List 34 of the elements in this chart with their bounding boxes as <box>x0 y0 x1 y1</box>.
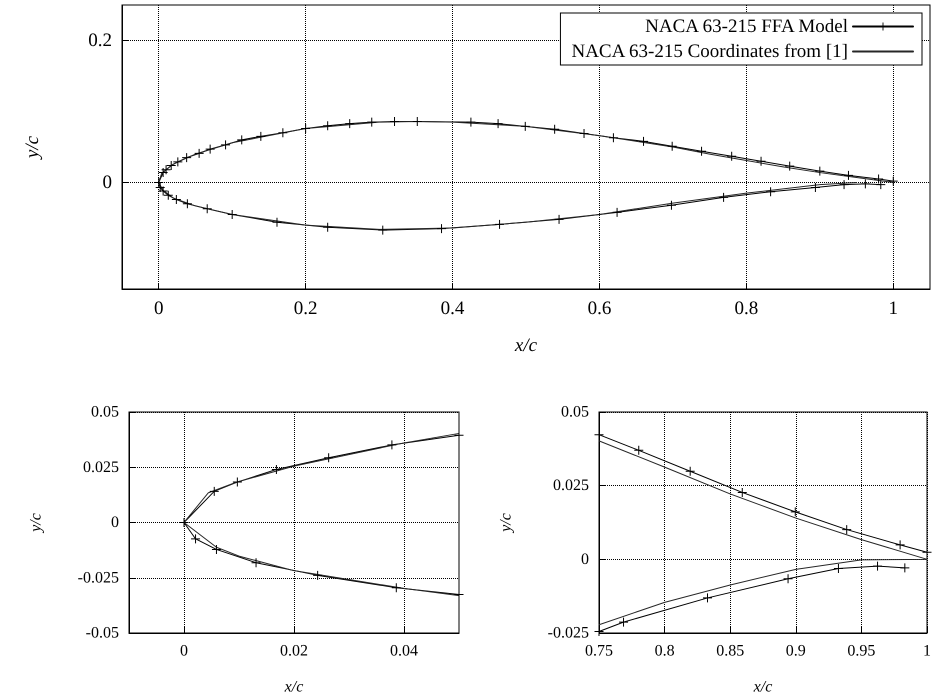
y-axis-title: y/c <box>28 513 44 534</box>
x-tick-label: 0.04 <box>390 642 418 660</box>
x-tick-label: 0.95 <box>847 642 876 660</box>
legend-label: NACA 63-215 FFA Model <box>645 16 848 37</box>
x-axis-title: x/c <box>752 678 772 696</box>
x-tick-label: 0.85 <box>716 642 744 660</box>
x-tick-label: 0 <box>154 298 164 319</box>
y-tick-label: 0.05 <box>561 404 589 420</box>
y-tick-label: 0 <box>111 514 119 531</box>
x-tick-label: 0.2 <box>294 298 318 319</box>
y-tick-label: -0.025 <box>78 569 119 586</box>
x-tick-label: 0 <box>180 642 188 660</box>
y-tick-label: 0.025 <box>83 458 119 476</box>
x-axis-title: x/c <box>514 335 538 356</box>
y-tick-label: 0.025 <box>553 477 589 494</box>
y-tick-label: 0 <box>102 172 112 193</box>
y-axis-title: y/c <box>22 135 43 160</box>
x-tick-label: 0.02 <box>280 642 308 660</box>
x-tick-label: 0.8 <box>654 642 675 660</box>
y-tick-label: 0 <box>581 550 589 568</box>
y-tick-label: -0.025 <box>548 624 589 642</box>
x-axis-title: x/c <box>284 678 304 696</box>
x-tick-label: 1 <box>923 642 931 660</box>
x-tick-label: 0.75 <box>585 642 613 660</box>
legend-label: NACA 63-215 Coordinates from [1] <box>571 41 848 62</box>
y-tick-label: 0.05 <box>91 404 119 420</box>
x-tick-label: 0.6 <box>588 298 612 319</box>
x-tick-label: 0.9 <box>786 642 806 660</box>
y-axis-title: y/c <box>498 513 514 534</box>
x-tick-label: 0.8 <box>734 298 758 319</box>
y-tick-label: -0.05 <box>86 624 119 642</box>
y-tick-label: 0.2 <box>88 30 112 51</box>
x-tick-label: 0.4 <box>440 298 465 319</box>
x-tick-label: 1 <box>888 298 898 319</box>
